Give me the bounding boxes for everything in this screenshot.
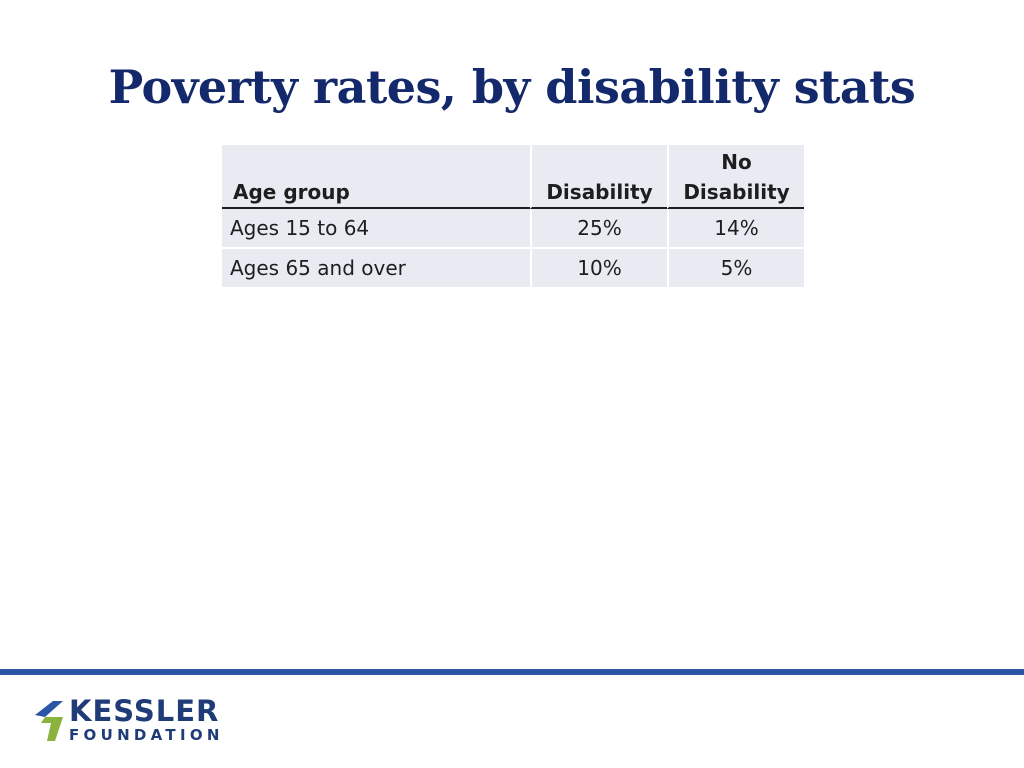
poverty-rates-table: Age group Disability No Disability Ages 1… [222,145,804,287]
logo-subname: FOUNDATION [69,726,224,744]
logo-name: KESSLER [69,694,220,728]
slide-title: Poverty rates, by disability stats [108,60,916,114]
cell-no-disability: 14% [667,209,804,247]
cell-no-disability: 5% [667,247,804,287]
cell-disability: 25% [530,209,667,247]
header-disability: Disability [530,145,667,209]
footer-divider-bar [0,669,1024,675]
header-no-disability-line2: Disability [683,180,790,204]
table-row: Ages 65 and over 10% 5% [222,247,804,287]
table-header-row: Age group Disability No Disability [222,145,804,209]
cell-age: Ages 65 and over [222,247,530,287]
header-no-disability-line1: No [721,150,752,174]
header-age-group: Age group [222,145,530,209]
cell-age: Ages 15 to 64 [222,209,530,247]
logo-mark-icon [35,701,63,741]
logo-wordmark: KESSLER FOUNDATION [69,695,224,744]
kessler-foundation-logo: KESSLER FOUNDATION [33,695,223,747]
header-no-disability: No Disability [667,145,804,209]
table-row: Ages 15 to 64 25% 14% [222,209,804,247]
cell-disability: 10% [530,247,667,287]
